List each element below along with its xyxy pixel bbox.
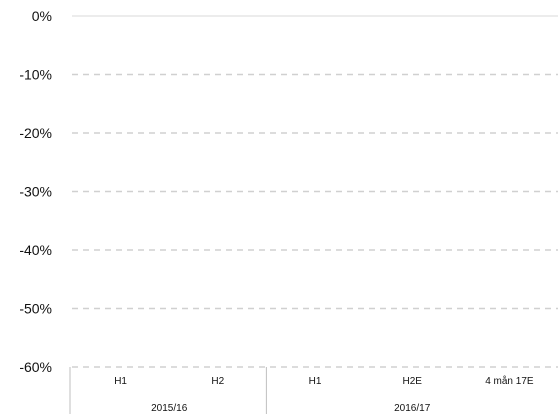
y-tick-label: -40%	[19, 242, 52, 258]
x-tick-label: H2E	[402, 376, 422, 387]
y-tick-label: 0%	[32, 8, 52, 24]
y-tick-label: -30%	[19, 184, 52, 200]
y-tick-label: -10%	[19, 67, 52, 83]
x-tick-label: 4 mån 17E	[485, 375, 534, 387]
x-tick-label: H2	[211, 376, 224, 387]
x-tick-label: H1	[309, 376, 322, 387]
gridlines	[72, 15, 558, 368]
x-axis	[69, 367, 267, 414]
y-axis-ticks: 0% -10% -20% -30% -40% -50% -60%	[19, 8, 52, 375]
x-group-label: 2016/17	[394, 403, 431, 414]
x-axis-groups: 2015/16 2016/17	[151, 403, 431, 414]
x-axis-ticks: H1 H2 H1 H2E 4 mån 17E	[114, 375, 534, 387]
y-tick-label: -20%	[19, 125, 52, 141]
x-group-label: 2015/16	[151, 403, 188, 414]
x-tick-label: H1	[114, 376, 127, 387]
y-tick-label: -60%	[19, 359, 52, 375]
y-tick-label: -50%	[19, 301, 52, 317]
